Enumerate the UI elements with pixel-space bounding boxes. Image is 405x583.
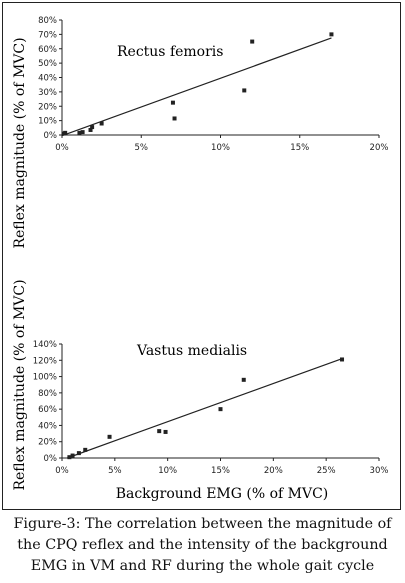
chart2-ylabel: Reflex magnitude (% of MVC) xyxy=(12,279,28,490)
chart1-ylabel: Reflex magnitude (% of MVC) xyxy=(12,37,28,248)
chart2-data-point xyxy=(218,407,223,412)
caption-line-1: Figure-3: The correlation between the ma… xyxy=(13,516,392,532)
chart1-data-point xyxy=(172,116,177,121)
chart2-y-tick-label: 140% xyxy=(33,340,57,350)
chart2-x-tick-label: 20% xyxy=(264,466,283,476)
chart1-x-tick-label: 5% xyxy=(135,143,149,153)
chart2-data-point xyxy=(67,455,72,460)
chart1-y-tick-label: 70% xyxy=(38,30,57,40)
chart2-x-tick-label: 0% xyxy=(55,466,69,476)
caption-line-2: the CPQ reflex and the intensity of the … xyxy=(17,537,388,553)
chart2-y-tick-label: 20% xyxy=(38,438,57,448)
chart2-data-point xyxy=(163,429,168,434)
chart2-data-point xyxy=(76,451,81,456)
chart2-data-point xyxy=(70,453,75,458)
chart2-x-tick-label: 5% xyxy=(108,466,122,476)
figure-charts: Rectus femoris Reflex magnitude (% of MV… xyxy=(12,16,389,502)
chart1-data-point xyxy=(99,121,104,126)
chart1-x-tick-label: 10% xyxy=(211,143,230,153)
chart2-y-tick-label: 120% xyxy=(33,356,57,366)
chart1-y-tick-label: 0% xyxy=(44,131,58,141)
chart1-x-tick-label: 0% xyxy=(55,143,69,153)
chart1-data-point xyxy=(242,88,247,93)
chart1-x-tick-label: 15% xyxy=(290,143,309,153)
figure-frame xyxy=(2,2,401,510)
chart2-y-tick-label: 40% xyxy=(38,421,57,431)
chart1-y-tick-label: 50% xyxy=(38,59,57,69)
chart1-data-point xyxy=(88,127,93,132)
chart1-y-tick-label: 10% xyxy=(38,117,57,127)
chart2-y-tick-label: 60% xyxy=(38,405,57,415)
chart2-annotation: Vastus medialis xyxy=(136,343,247,359)
chart2-data-point xyxy=(157,429,162,434)
caption-line-3: EMG in VM and RF during the whole gait c… xyxy=(30,558,375,574)
chart1-data-point xyxy=(80,130,85,135)
chart2-xlabel: Background EMG (% of MVC) xyxy=(116,486,329,502)
figure-caption: Figure-3: The correlation between the ma… xyxy=(4,514,401,577)
chart2-x-tick-label: 25% xyxy=(317,466,336,476)
chart1-data-point xyxy=(90,125,95,130)
chart2-x-tick-label: 15% xyxy=(211,466,230,476)
chart2-data-point xyxy=(107,434,112,439)
chart2-y-tick-label: 80% xyxy=(38,389,57,399)
chart1-data-point xyxy=(250,39,255,44)
chart2-trendline xyxy=(67,358,343,459)
chart2-data-point xyxy=(83,447,88,452)
chart1-annotation: Rectus femoris xyxy=(117,44,223,60)
chart2-y-tick-label: 100% xyxy=(33,373,57,383)
chart1-y-tick-label: 40% xyxy=(38,74,57,84)
chart1-y-tick-label: 60% xyxy=(38,45,57,55)
chart1-y-tick-label: 20% xyxy=(38,102,57,112)
chart1-data-point xyxy=(170,100,175,105)
chart2-x-tick-label: 30% xyxy=(370,466,389,476)
chart2-x-tick-label: 10% xyxy=(158,466,177,476)
chart1-data-point xyxy=(77,130,82,135)
chart2-data-point xyxy=(241,377,246,382)
chart1-y-tick-label: 80% xyxy=(38,16,57,26)
chart1-data-point xyxy=(329,32,334,37)
chart2-data-point xyxy=(340,357,345,362)
chart1-data-point xyxy=(63,130,68,135)
chart2-y-tick-label: 0% xyxy=(44,454,58,464)
chart1-trendline xyxy=(61,37,332,137)
chart1-x-tick-label: 20% xyxy=(370,143,389,153)
chart1-y-tick-label: 30% xyxy=(38,88,57,98)
